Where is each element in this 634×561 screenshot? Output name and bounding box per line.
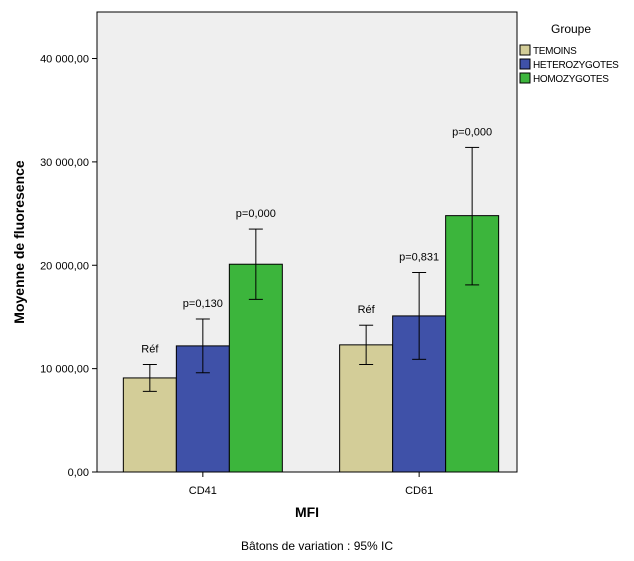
x-tick-label: CD61 — [405, 485, 433, 497]
bar-annotation: Réf — [141, 343, 159, 355]
legend-label: TEMOINS — [533, 46, 577, 57]
bar-annotation: p=0,000 — [236, 208, 276, 220]
legend: Groupe TEMOINS HETEROZYGOTES HOMOZYGOTES — [519, 22, 619, 85]
x-tick-label: CD41 — [189, 485, 217, 497]
bar-annotation: p=0,130 — [183, 298, 223, 310]
y-tick-label: 20 000,00 — [40, 260, 89, 272]
y-tick-label: 40 000,00 — [40, 54, 89, 66]
bar — [122, 377, 177, 473]
bar-annotation: p=0,000 — [452, 126, 492, 138]
y-tick-label: 0,00 — [68, 467, 89, 479]
bar-annotation: Réf — [358, 304, 376, 316]
x-axis-title: MFI — [295, 504, 319, 520]
bar-annotation: p=0,831 — [399, 251, 439, 263]
legend-title: Groupe — [551, 22, 591, 36]
legend-label: HETEROZYGOTES — [533, 60, 619, 71]
plot-frame — [96, 11, 518, 473]
y-tick-label: 30 000,00 — [40, 157, 89, 169]
y-axis-title: Moyenne de fluoresence — [11, 160, 27, 324]
chart-footnote: Bâtons de variation : 95% IC — [241, 539, 393, 553]
legend-label: HOMOZYGOTES — [533, 74, 609, 85]
y-tick-label: 10 000,00 — [40, 364, 89, 376]
legend-swatch — [519, 58, 531, 70]
legend-swatch — [519, 72, 531, 84]
legend-swatch — [519, 44, 531, 56]
